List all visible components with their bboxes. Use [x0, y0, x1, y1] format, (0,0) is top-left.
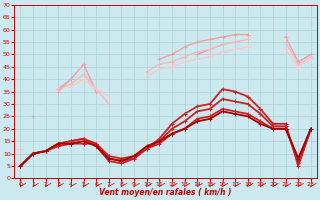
X-axis label: Vent moyen/en rafales ( km/h ): Vent moyen/en rafales ( km/h ) [100, 188, 232, 197]
